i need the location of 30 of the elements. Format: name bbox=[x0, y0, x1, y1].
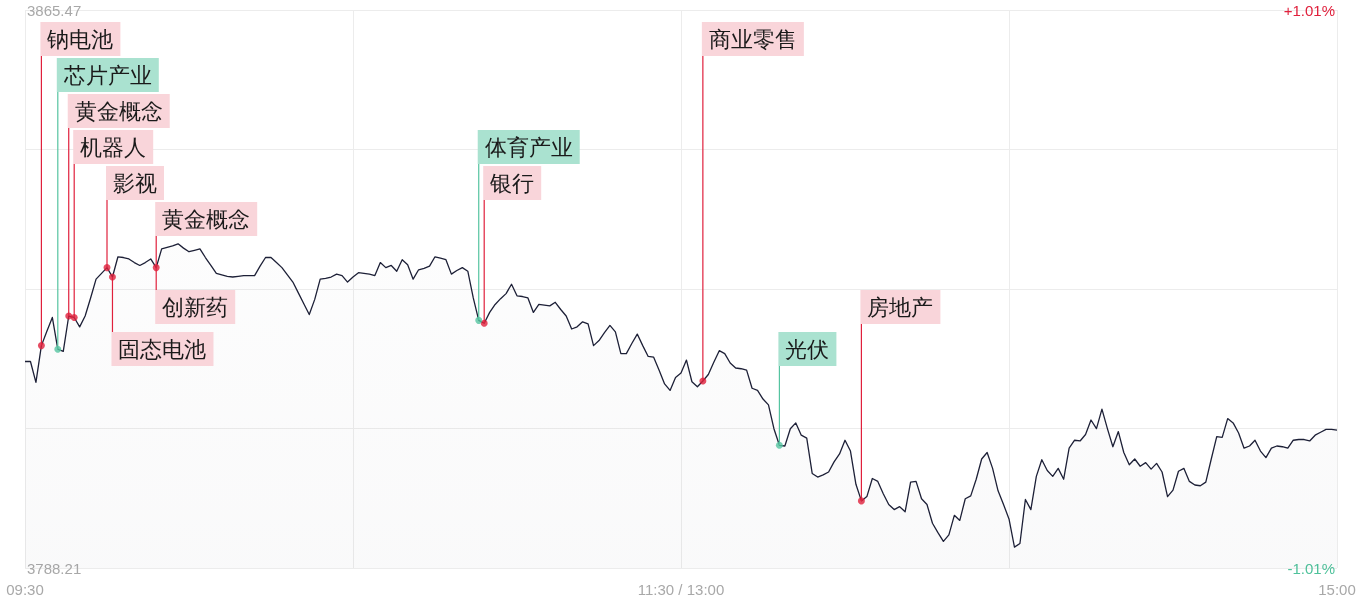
data-label: 黄金概念 bbox=[74, 98, 163, 124]
point bbox=[37, 342, 45, 350]
x-tick-label: 11:30 / 13:00 bbox=[637, 581, 725, 598]
point bbox=[70, 313, 78, 321]
point bbox=[103, 264, 111, 272]
data-label: 商业零售 bbox=[708, 26, 797, 52]
point bbox=[857, 497, 865, 505]
data-label: 银行 bbox=[489, 170, 535, 196]
point bbox=[775, 441, 783, 449]
data-label: 钠电池 bbox=[46, 26, 114, 52]
y2-tick-label: +1.01% bbox=[1283, 1, 1335, 19]
data-label: 机器人 bbox=[80, 134, 147, 160]
x-tick-label: 15:00 bbox=[1318, 581, 1356, 598]
point bbox=[54, 345, 62, 353]
y-tick-label: 3865.47 bbox=[27, 1, 82, 19]
data-label: 创新药 bbox=[162, 294, 229, 320]
y2-tick-label: -1.01% bbox=[1287, 559, 1335, 577]
data-label: 体育产业 bbox=[484, 134, 573, 160]
data-label: 黄金概念 bbox=[162, 206, 251, 232]
data-label: 房地产 bbox=[867, 294, 934, 320]
data-label: 芯片产业 bbox=[62, 62, 152, 88]
x-tick-label: 09:30 bbox=[6, 581, 44, 598]
point bbox=[152, 264, 160, 272]
point bbox=[480, 319, 488, 327]
data-label: 固态电池 bbox=[118, 336, 207, 362]
y-tick-label: 3788.21 bbox=[27, 559, 82, 577]
point bbox=[108, 273, 116, 281]
point bbox=[475, 316, 483, 324]
data-label: 光伏 bbox=[785, 336, 830, 362]
data-label: 影视 bbox=[113, 170, 157, 196]
